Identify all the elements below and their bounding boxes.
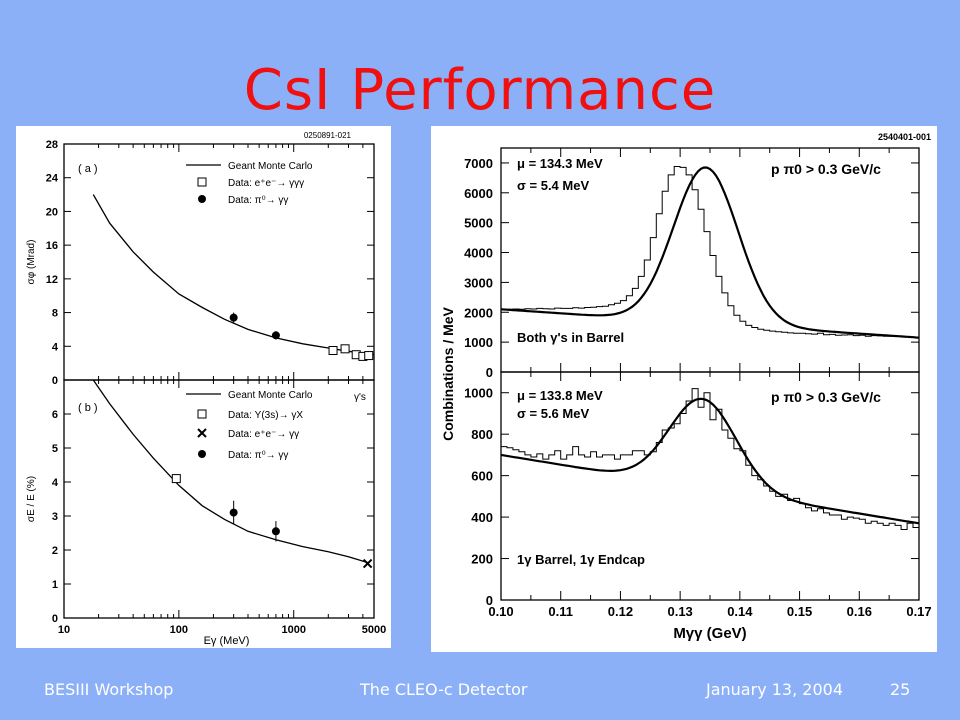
x-tick-label: 10 (58, 624, 70, 636)
footer-talk-title: The CLEO-c Detector (360, 680, 528, 699)
legend-label-suffix: γ's (354, 392, 366, 403)
pi0-mass-figure: 2540401-001 0 1000 2000 3000 4000 5000 6000 7000… (431, 126, 937, 652)
legend-label: Geant Monte Carlo (228, 161, 313, 172)
y-tick-label: 24 (46, 173, 59, 185)
data-point (229, 508, 238, 517)
legend-label: Data: e⁺e⁻→ γγγ (228, 178, 304, 189)
fit-curve (500, 397, 920, 525)
y-tick-label: 1000 (464, 335, 493, 350)
data-point (328, 346, 338, 355)
y-tick-label: 6 (52, 409, 58, 421)
data-point (364, 351, 374, 361)
y-tick-label: 12 (46, 274, 58, 286)
pi0-mass-plots-svg: 2540401-00101000200030004000500060007000… (440, 132, 932, 642)
calorimeter-resolution-figure: 0250891-021 0 4 8 12 16 20 24 28( a ) Geant Monte… (16, 126, 391, 648)
y-tick-label: 16 (46, 240, 58, 252)
y-tick-label: 800 (471, 427, 493, 442)
y-tick-label: 1 (52, 579, 58, 591)
y-tick-label: 2 (52, 545, 58, 557)
y-tick-label: 4 (52, 477, 59, 489)
data-point (171, 474, 181, 484)
y-tick-label: 4000 (464, 246, 493, 261)
fit-mean-label: μ = 133.8 MeV (517, 388, 603, 403)
y-axis-label: σφ (Mrad) (26, 240, 37, 285)
y-tick-label: 4 (52, 341, 59, 353)
x-tick-label: 0.13 (667, 604, 692, 619)
x-axis-label: Eγ (MeV) (204, 635, 250, 647)
x-tick-label: 0.17 (906, 604, 931, 619)
figure-id: 0250891-021 (304, 131, 352, 140)
plot-frame-a (63, 143, 375, 381)
y-tick-label: 200 (471, 552, 493, 567)
x-tick-label: 100 (170, 624, 188, 636)
histogram (501, 166, 919, 338)
y-tick-label: 400 (471, 510, 493, 525)
momentum-cut-label: p π0 > 0.3 GeV/c (771, 389, 881, 405)
panel-label: ( b ) (78, 402, 98, 414)
y-tick-label: 0 (486, 365, 493, 380)
y-axis-label: σE / E (%) (26, 476, 37, 522)
y-tick-label: 5000 (464, 216, 493, 231)
x-tick-label: 0.10 (488, 604, 513, 619)
data-point (340, 344, 350, 354)
legend-marker (198, 450, 206, 458)
footer-workshop: BESIII Workshop (44, 680, 174, 699)
y-tick-label: 0 (486, 593, 493, 608)
y-tick-label: 3 (52, 511, 58, 523)
data-point (362, 558, 373, 569)
data-point (271, 331, 280, 340)
x-tick-label: 0.16 (847, 604, 872, 619)
y-tick-label: 600 (471, 469, 493, 484)
x-tick-label: 0.11 (548, 604, 573, 619)
footer-date: January 13, 2004 (706, 680, 843, 699)
legend-label: Data: Υ(3s)→ γX (228, 410, 303, 421)
figure-id: 2540401-001 (878, 132, 931, 142)
y-tick-label: 5 (52, 443, 58, 455)
region-label: 1γ Barrel, 1γ Endcap (517, 552, 645, 567)
legend-marker (197, 177, 207, 187)
region-label: Both γ's in Barrel (517, 330, 624, 345)
fit-sigma-label: σ = 5.4 MeV (517, 178, 589, 193)
x-axis-label: Mγγ (GeV) (673, 625, 746, 642)
fit-mean-label: μ = 134.3 MeV (517, 156, 603, 171)
y-tick-label: 7000 (464, 156, 493, 171)
legend-label: Data: π⁰→ γγ (228, 450, 288, 461)
y-tick-label: 20 (46, 206, 58, 218)
slide-title: CsI Performance (243, 58, 717, 123)
legend-marker (197, 428, 207, 438)
legend-marker (197, 409, 207, 419)
legend-label: Data: e⁺e⁻→ γγ (228, 429, 299, 440)
y-tick-label: 0 (52, 375, 58, 387)
fit-sigma-label: σ = 5.6 MeV (517, 406, 589, 421)
x-tick-label: 1000 (281, 624, 305, 636)
legend-label: Data: π⁰→ γγ (228, 195, 288, 206)
y-tick-label: 28 (46, 139, 58, 151)
y-tick-label: 2000 (464, 305, 493, 320)
footer-page-number: 25 (890, 680, 911, 699)
x-tick-label: 0.14 (727, 604, 753, 619)
y-tick-label: 3000 (464, 275, 493, 290)
legend-marker (198, 195, 206, 203)
y-tick-label: 0 (52, 613, 58, 625)
x-tick-label: 0.12 (608, 604, 633, 619)
y-tick-label: 8 (52, 308, 58, 320)
y-tick-label: 1000 (464, 386, 493, 401)
y-axis-label: Combinations / MeV (440, 306, 456, 440)
x-tick-label: 5000 (362, 624, 386, 636)
plot-frame-b (63, 379, 375, 619)
monte-carlo-curve (92, 379, 369, 564)
y-tick-label: 6000 (464, 186, 493, 201)
panel-label: ( a ) (78, 163, 98, 175)
monte-carlo-curve (92, 194, 375, 356)
histogram (501, 388, 919, 530)
fit-curve (500, 166, 920, 339)
legend-label: Geant Monte Carlo (228, 390, 313, 401)
data-point (271, 527, 280, 536)
x-tick-label: 0.15 (787, 604, 812, 619)
data-point (229, 313, 238, 322)
momentum-cut-label: p π0 > 0.3 GeV/c (771, 161, 881, 177)
